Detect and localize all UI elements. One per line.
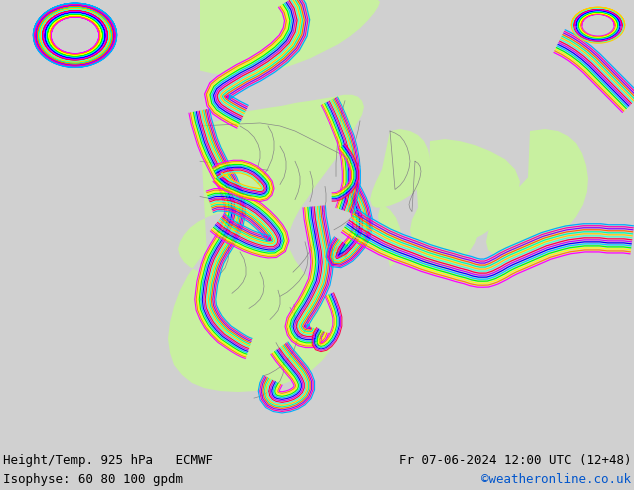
Polygon shape bbox=[378, 206, 402, 267]
Polygon shape bbox=[168, 95, 364, 392]
Polygon shape bbox=[370, 129, 430, 208]
Text: Fr 07-06-2024 12:00 UTC (12+48): Fr 07-06-2024 12:00 UTC (12+48) bbox=[399, 454, 631, 466]
Polygon shape bbox=[415, 159, 479, 272]
Text: Isophyse: 60 80 100 gpdm: Isophyse: 60 80 100 gpdm bbox=[3, 473, 183, 486]
Polygon shape bbox=[486, 129, 588, 257]
Polygon shape bbox=[410, 139, 520, 248]
Text: ©weatheronline.co.uk: ©weatheronline.co.uk bbox=[481, 473, 631, 486]
Text: Height/Temp. 925 hPa   ECMWF: Height/Temp. 925 hPa ECMWF bbox=[3, 454, 212, 466]
Polygon shape bbox=[200, 0, 380, 75]
